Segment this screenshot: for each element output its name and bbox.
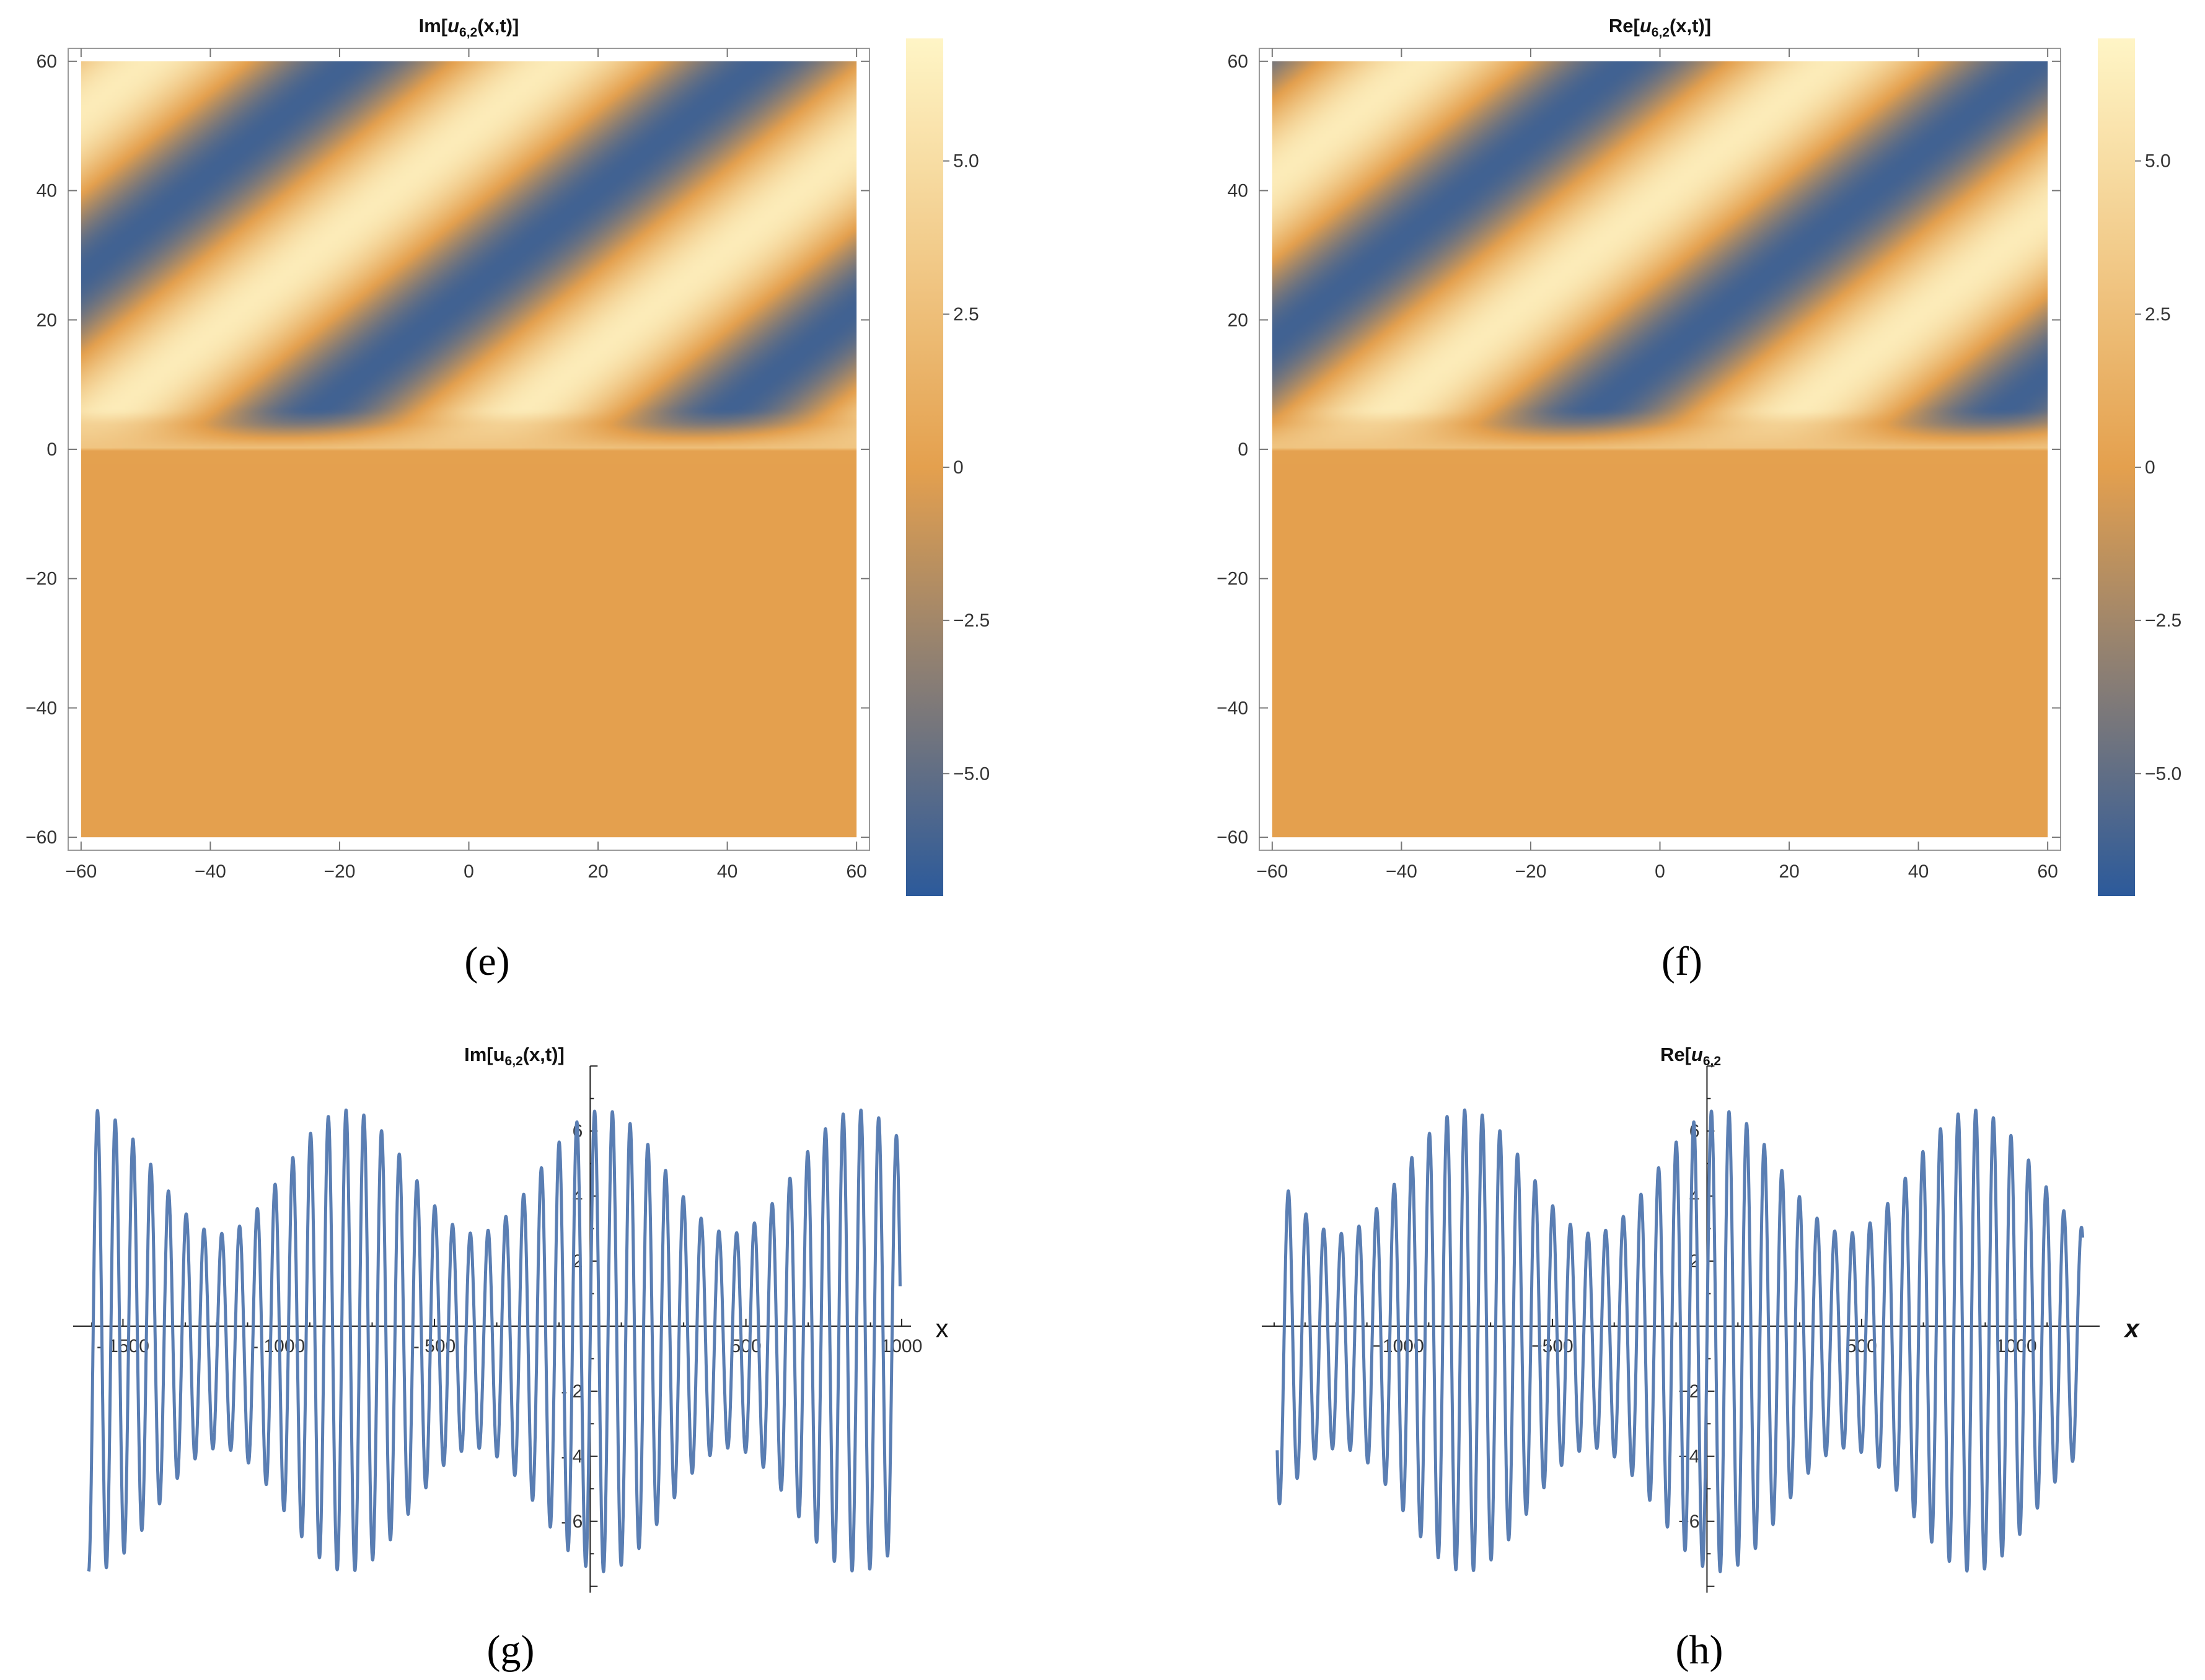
x-tick-label: −20 <box>1515 861 1547 882</box>
y-tick-label: - 6 <box>561 1511 583 1532</box>
x-tick-label: 40 <box>717 861 737 882</box>
caption-f: (f) <box>1661 939 1702 984</box>
caption-e: (e) <box>464 939 509 984</box>
colorbar-tick-label: 0 <box>2145 457 2155 478</box>
x-tick-label: −60 <box>65 861 97 882</box>
caption-g: (g) <box>487 1627 535 1673</box>
y-tick-label: 20 <box>1228 310 1248 330</box>
plot-title: Re[u6,2(x,t)] <box>1609 15 1711 40</box>
x-axis-label: x <box>936 1314 949 1343</box>
y-tick-label: 0 <box>1238 439 1248 460</box>
x-tick-label: 40 <box>1908 861 1929 882</box>
x-tick-label: 20 <box>1779 861 1799 882</box>
colorbar <box>2098 38 2135 896</box>
colorbar <box>906 38 943 896</box>
colorbar-tick-label: 5.0 <box>2145 151 2171 172</box>
x-tick-label: 500 <box>731 1336 762 1357</box>
plot-title: Im[u6,2(x,t)] <box>419 15 519 40</box>
panel-e-heatmap: −60 −40 −20 0 20 40 60 −60 −40 −20 0 20 40 60 Im[u6,2(… <box>25 15 990 896</box>
y-tick-label: 0 <box>46 439 57 460</box>
y-tick-label: 40 <box>1228 181 1248 201</box>
plot-title: Im[u6,2(x,t)] <box>464 1044 565 1068</box>
x-tick-label: 0 <box>1655 861 1665 882</box>
y-tick-label: −40 <box>1217 698 1248 718</box>
colorbar-tick-label: −5.0 <box>2145 763 2181 784</box>
series-line <box>1275 1108 2085 1573</box>
heatmap-field <box>1272 61 2048 838</box>
colorbar-tick-label: −2.5 <box>2145 610 2181 631</box>
x-tick-label: −20 <box>324 861 356 882</box>
x-tick-label: −60 <box>1256 861 1288 882</box>
x-tick-label: −40 <box>195 861 226 882</box>
x-tick-label: - 1500 <box>97 1336 149 1357</box>
colorbar-tick-label: −2.5 <box>953 610 990 631</box>
x-tick-label: 60 <box>846 861 866 882</box>
y-tick-label: 60 <box>37 51 57 72</box>
y-tick-label: −6 <box>1678 1511 1699 1532</box>
y-tick-label: −20 <box>25 569 57 589</box>
panel-f-heatmap: −60 −40 −20 0 20 40 60 −60 −40 −20 0 20 40 60 Re[u6,2(… <box>1217 15 2181 896</box>
colorbar-tick-label: 0 <box>953 457 964 478</box>
y-tick-label: −60 <box>25 827 57 848</box>
y-tick-label: 20 <box>37 310 57 330</box>
y-tick-label: −20 <box>1217 569 1248 589</box>
y-tick-label: −60 <box>1217 827 1248 848</box>
x-tick-label: 60 <box>2037 861 2058 882</box>
caption-h: (h) <box>1676 1627 1723 1673</box>
x-axis-label: x <box>2123 1314 2140 1343</box>
plot-title: Re[u6,2 <box>1660 1044 1721 1068</box>
y-tick-label: 60 <box>1228 51 1248 72</box>
x-tick-label: 20 <box>588 861 608 882</box>
x-tick-label: 500 <box>1846 1336 1877 1357</box>
y-tick-label: 40 <box>37 181 57 201</box>
y-tick-label: −40 <box>25 698 57 718</box>
heatmap-field <box>81 61 857 838</box>
x-tick-label: 1000 <box>881 1336 923 1357</box>
colorbar-tick-label: 2.5 <box>953 304 979 325</box>
x-tick-label: −40 <box>1386 861 1417 882</box>
colorbar-tick-label: 2.5 <box>2145 304 2171 325</box>
colorbar-tick-label: −5.0 <box>953 763 990 784</box>
x-tick-label: 0 <box>464 861 474 882</box>
colorbar-tick-label: 5.0 <box>953 151 979 172</box>
series-line <box>87 1108 902 1573</box>
